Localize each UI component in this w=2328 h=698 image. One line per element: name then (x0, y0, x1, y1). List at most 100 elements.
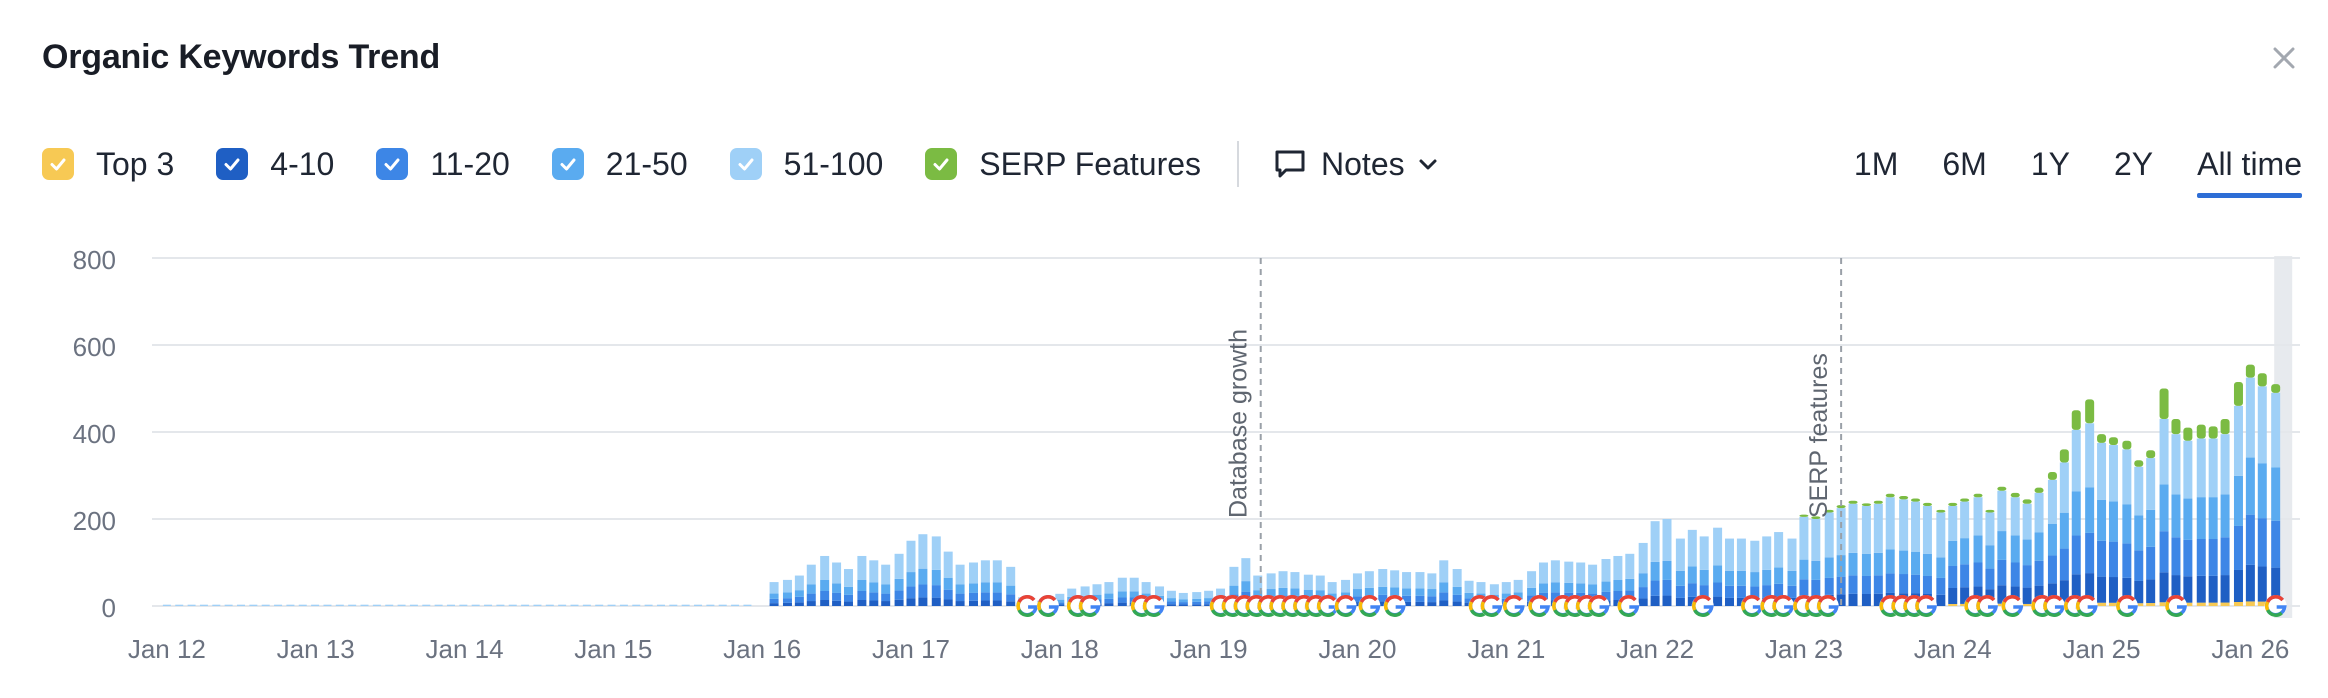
bar-segment (1253, 575, 1263, 591)
bar-segment (385, 604, 394, 606)
bar (2047, 472, 2057, 606)
bar-segment (2171, 434, 2181, 495)
bar-segment (1836, 508, 1846, 556)
bar-segment (1415, 595, 1425, 602)
checkbox-icon[interactable] (376, 148, 409, 180)
bar-segment (2134, 466, 2144, 516)
bar-segment (1055, 602, 1065, 605)
bar-segment (1378, 569, 1388, 587)
bar-segment (335, 604, 344, 606)
legend: Top 3 4-10 11-20 21-50 51-100 SERP Featu… (42, 140, 1439, 188)
bar (1799, 514, 1809, 606)
bar-segment (1527, 571, 1537, 588)
bar-segment (1836, 576, 1846, 595)
bar-segment (1439, 560, 1449, 583)
bar-segment (1464, 592, 1474, 599)
checkbox-icon[interactable] (42, 148, 74, 180)
bar-segment (2257, 601, 2267, 606)
legend-item-serp-features[interactable]: SERP Features (925, 146, 1201, 183)
bar-segment (1736, 538, 1746, 571)
google-marker-icon (1914, 595, 1937, 617)
bar-segment (832, 562, 842, 584)
bar-segment (806, 601, 816, 606)
bar-segment (311, 604, 320, 606)
bar (1848, 500, 1858, 606)
bar-segment (1762, 569, 1772, 586)
bar-segment-serp (2208, 426, 2218, 439)
bar (2183, 427, 2193, 606)
bar-segment (2146, 603, 2156, 606)
bar-segment (1613, 590, 1623, 600)
bar (2208, 426, 2218, 606)
checkbox-icon[interactable] (551, 148, 584, 180)
bar (2134, 460, 2144, 606)
bar (2233, 381, 2243, 606)
legend-item-51-100[interactable]: 51-100 (729, 146, 883, 183)
legend-item-4-10[interactable]: 4-10 (216, 146, 334, 183)
bar-segment (1997, 585, 2007, 604)
bar-segment (1067, 588, 1077, 597)
close-button[interactable] (2266, 40, 2302, 76)
bar-segment (2257, 518, 2267, 567)
bar-segment (2196, 539, 2206, 576)
bar-segment (2171, 575, 2181, 603)
bar-segment (1402, 601, 1412, 606)
bar-segment-serp (2134, 460, 2144, 467)
google-marker-icon (1691, 595, 1714, 617)
range-2y[interactable]: 2Y (2113, 146, 2154, 182)
range-1y[interactable]: 1Y (2030, 146, 2070, 182)
bar-segment (2146, 579, 2156, 604)
bar-segment (508, 604, 517, 606)
checkbox-icon[interactable] (216, 148, 249, 180)
bar-segment (1911, 501, 1921, 552)
legend-item-11-20[interactable]: 11-20 (376, 146, 510, 183)
bar-segment (1625, 578, 1635, 591)
bar-segment (1662, 595, 1672, 606)
bar-segment (1327, 582, 1337, 594)
bar-segment (1836, 555, 1846, 577)
bar (820, 555, 830, 606)
bar-segment (1117, 577, 1127, 592)
bar-segment-serp (2196, 424, 2206, 439)
google-marker-icon (1316, 595, 1339, 617)
bar (1948, 502, 1958, 606)
bar-segment (857, 579, 867, 591)
google-marker-icon (1142, 595, 1165, 617)
bar-segment (261, 604, 270, 606)
bar-segment (2071, 574, 2081, 603)
annotation-label: SERP features (1805, 353, 1833, 518)
checkbox-icon[interactable] (729, 148, 762, 180)
range-1m[interactable]: 1M (1853, 146, 1899, 182)
bar-segment (1774, 567, 1784, 584)
bar-segment-serp (2097, 434, 2107, 443)
range-6m[interactable]: 6M (1942, 146, 1987, 182)
bar-segment (943, 577, 953, 590)
bar-segment (1787, 538, 1797, 571)
bar-segment (619, 604, 628, 606)
bar-segment (769, 593, 779, 599)
bar-segment (224, 604, 233, 606)
bar (1885, 493, 1895, 606)
legend-item-top-3[interactable]: Top 3 (42, 146, 174, 183)
bar-segment (1266, 573, 1276, 590)
bar (1650, 521, 1660, 606)
bar-segment (2159, 602, 2169, 606)
range-all-time[interactable]: All time (2197, 140, 2302, 198)
bar-segment-serp (2233, 381, 2243, 406)
bar (1725, 538, 1735, 606)
bar-segment (1352, 589, 1362, 597)
checkbox-icon[interactable] (925, 148, 958, 180)
bar-segment (1911, 551, 1921, 575)
bar-segment (1452, 586, 1462, 595)
notes-dropdown[interactable]: Notes (1273, 146, 1439, 183)
bar-segment (2233, 475, 2243, 526)
bar-segment (459, 604, 468, 606)
bar-segment (2233, 569, 2243, 602)
bar-segment (2047, 583, 2057, 604)
bar-segment (2071, 429, 2081, 492)
bar-segment (323, 604, 332, 606)
bar-segment (2183, 576, 2193, 603)
legend-item-21-50[interactable]: 21-50 (551, 146, 688, 183)
bar (992, 560, 1002, 606)
bar-segment (2233, 405, 2243, 476)
